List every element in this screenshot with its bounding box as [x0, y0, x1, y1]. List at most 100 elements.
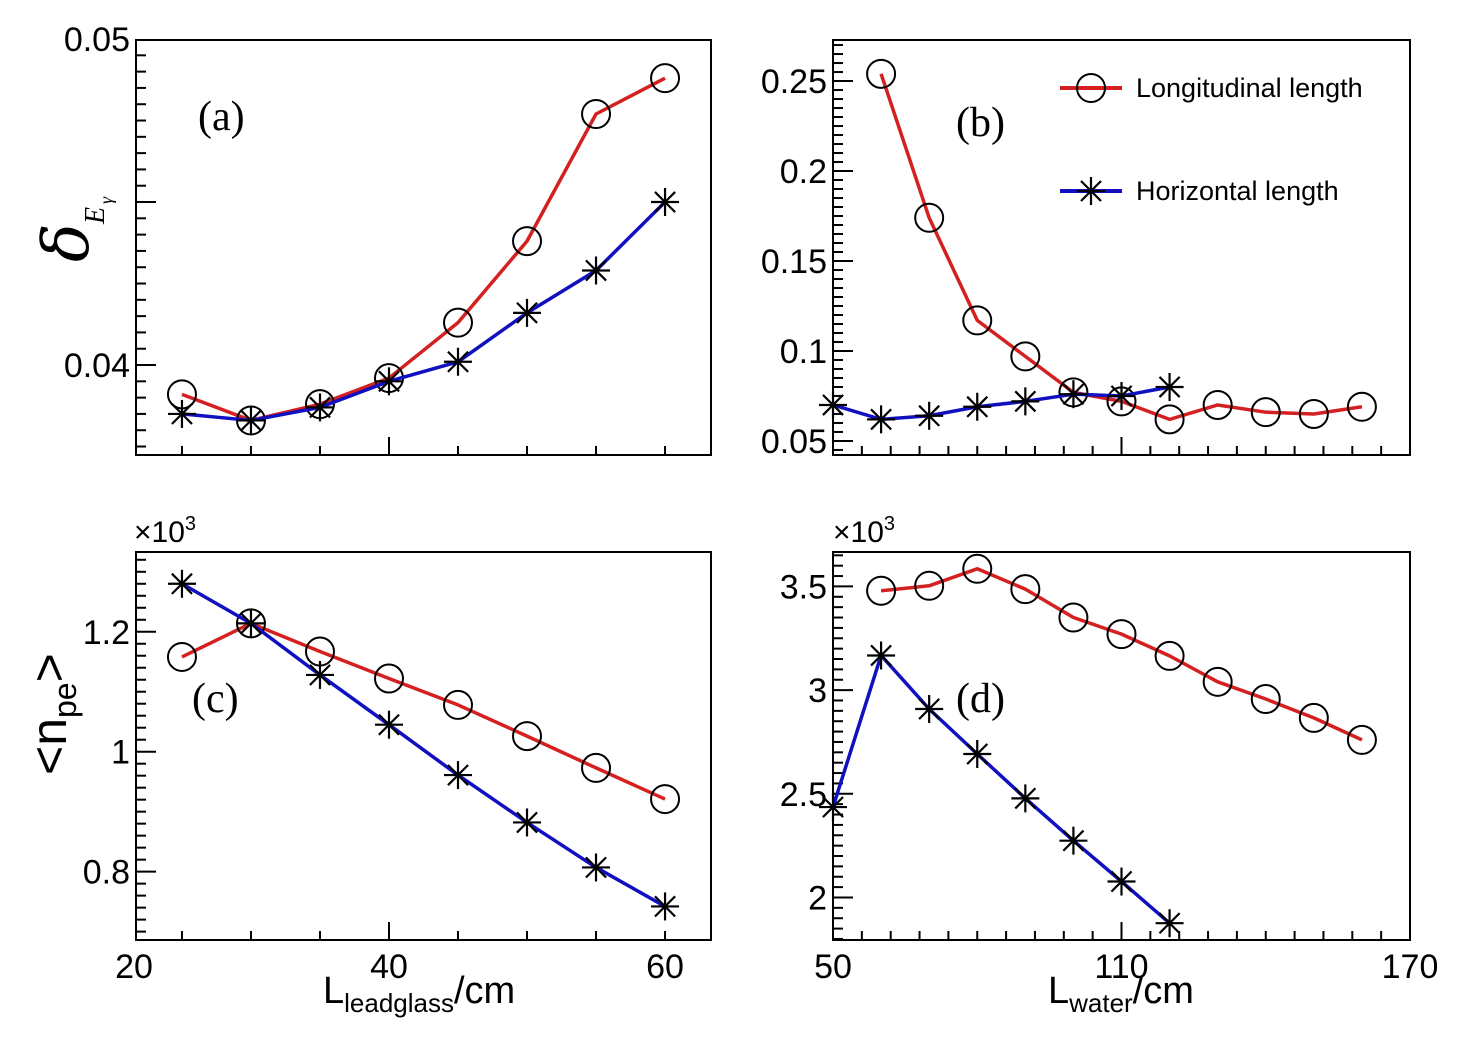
- y-tick-label: 0.04: [64, 347, 130, 385]
- x-tick-label: 170: [1382, 948, 1439, 986]
- y-tick-label: 1: [111, 734, 130, 772]
- data-point-circle: [1010, 574, 1041, 605]
- legend-label-longitudinal: Longitudinal length: [1136, 73, 1363, 103]
- series-horizontal-b: [819, 372, 1184, 434]
- data-point-circle: [1298, 398, 1329, 429]
- data-point-circle: [650, 63, 681, 94]
- data-point-circle: [962, 553, 993, 584]
- x-tick-label: 20: [115, 948, 153, 986]
- series-line-longitudinal: [880, 567, 1363, 742]
- y-axis-title-bottom-sub: pe: [47, 682, 83, 718]
- data-point-circle: [1298, 702, 1329, 733]
- panel-label-d: (d): [956, 676, 1005, 722]
- legend-item-longitudinal: Longitudinal length: [1060, 73, 1363, 103]
- y-tick-label: 3: [808, 672, 827, 710]
- data-point-circle: [866, 58, 897, 89]
- data-point-asterisk: [963, 739, 992, 768]
- data-point-asterisk: [582, 256, 611, 285]
- data-point-asterisk: [305, 660, 334, 689]
- data-point-circle: [1250, 684, 1281, 715]
- asterisk-icon: [1077, 177, 1105, 205]
- plot-frame-a: [135, 39, 712, 456]
- data-point-circle: [581, 99, 612, 130]
- data-point-circle: [914, 202, 945, 233]
- series-horizontal-c: [167, 569, 680, 921]
- x-axis-title-left: Lleadglass/cm: [323, 970, 515, 1018]
- x-tick-label: 40: [370, 948, 408, 986]
- y-axis-title-top-subsub: γ: [96, 196, 116, 204]
- series-horizontal-a: [167, 188, 680, 435]
- x-axis-title-right-main: L: [1048, 970, 1069, 1012]
- y-tick-label: 0.05: [64, 21, 130, 59]
- data-point-asterisk: [1155, 372, 1184, 401]
- y-axis-title-top-sub: E: [80, 207, 111, 225]
- data-point-circle: [443, 689, 474, 720]
- multiplier-d-base: ×10: [833, 516, 884, 549]
- y-ticks-c: 0.8 1 1.2: [83, 558, 156, 933]
- y-axis-title-top-symbol: δ: [30, 223, 104, 262]
- series-longitudinal-d: [866, 553, 1377, 755]
- data-point-asterisk: [374, 710, 403, 739]
- data-point-circle: [962, 305, 993, 336]
- data-point-circle: [373, 663, 404, 694]
- x-axis-title-left-sub: leadglass: [344, 988, 454, 1018]
- panel-label-a: (a): [198, 94, 245, 140]
- data-point-circle: [1058, 602, 1089, 633]
- series-line-longitudinal: [181, 621, 666, 801]
- series-horizontal-d: [819, 641, 1184, 938]
- data-point-asterisk: [1059, 826, 1088, 855]
- series-longitudinal-c: [166, 608, 681, 815]
- x-axis-title-left-suffix: /cm: [454, 970, 515, 1012]
- data-point-asterisk: [374, 367, 403, 396]
- data-point-asterisk: [444, 347, 473, 376]
- data-point-circle: [1202, 389, 1233, 420]
- data-point-asterisk: [867, 641, 896, 670]
- multiplier-d: ×103: [833, 513, 895, 549]
- legend-label-horizontal: Horizontal length: [1136, 176, 1339, 206]
- y-ticks-d: 22.533.5: [780, 554, 853, 940]
- data-point-asterisk: [1011, 387, 1040, 416]
- data-point-asterisk: [444, 761, 473, 790]
- panel-label-c: (c): [192, 676, 239, 722]
- x-ticks-b: [860, 437, 1383, 455]
- data-point-asterisk: [915, 401, 944, 430]
- data-point-circle: [866, 575, 897, 606]
- data-point-asterisk: [513, 808, 542, 837]
- data-point-circle: [914, 570, 945, 601]
- panel-c: 20 40 60 0.8 1 1.2 (c): [83, 551, 712, 986]
- data-point-asterisk: [167, 399, 196, 428]
- y-tick-label: 3.5: [780, 568, 827, 606]
- data-point-asterisk: [651, 892, 680, 921]
- data-point-circle: [443, 307, 474, 338]
- y-axis-title-bottom-open: <n: [21, 718, 77, 775]
- multiplier-d-exp: 3: [884, 513, 895, 535]
- data-point-asterisk: [582, 853, 611, 882]
- y-tick-label: 0.1: [780, 333, 827, 371]
- data-point-asterisk: [1107, 867, 1136, 896]
- series-line-horizontal: [181, 582, 666, 908]
- data-point-asterisk: [963, 392, 992, 421]
- data-point-asterisk: [1155, 909, 1184, 938]
- data-point-circle: [1154, 404, 1185, 435]
- x-ticks-a: [180, 437, 667, 455]
- data-point-asterisk: [1011, 784, 1040, 813]
- data-point-asterisk: [236, 406, 265, 435]
- y-tick-label: 0.05: [761, 423, 827, 461]
- x-axis-title-right: Lwater/cm: [1048, 970, 1194, 1018]
- x-ticks-c: 20 40 60: [115, 922, 684, 986]
- legend-item-horizontal: Horizontal length: [1060, 176, 1339, 206]
- x-axis-title-right-sub: water: [1068, 988, 1133, 1018]
- data-point-asterisk: [651, 188, 680, 217]
- data-point-circle: [581, 752, 612, 783]
- plot-frame-c: [135, 551, 712, 941]
- data-point-asterisk: [1059, 380, 1088, 409]
- x-axis-title-left-main: L: [323, 970, 344, 1012]
- multiplier-c-base: ×10: [134, 516, 185, 549]
- y-tick-label: 1.2: [83, 614, 130, 652]
- y-ticks-a: 0.04 0.05: [64, 21, 156, 448]
- y-tick-label: 0.8: [83, 854, 130, 892]
- series-line-horizontal: [181, 200, 667, 423]
- panels-group: 0.04 0.05 (a) 0.05 0.1 0.15 0.2 0.25 (b) 20 40 60 0.…: [64, 21, 1439, 986]
